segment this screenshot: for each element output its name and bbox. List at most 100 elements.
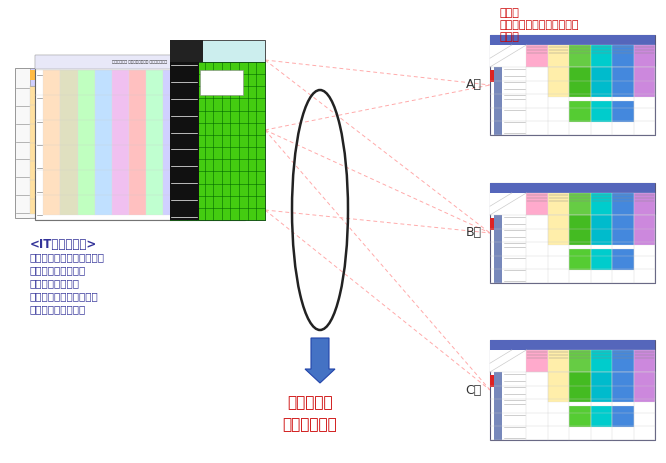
Bar (633, 45, 655, 67)
Bar (612, 350, 633, 372)
Bar (494, 67, 502, 97)
Bar (633, 67, 655, 97)
Bar (569, 350, 591, 372)
Bar (95, 70, 112, 215)
Text: ・スキルディクショナリ: ・スキルディクショナリ (30, 291, 99, 301)
Text: 参照モデル
適用の考え方: 参照モデル 適用の考え方 (282, 395, 338, 432)
Bar (43, 70, 61, 215)
Bar (165, 86, 178, 214)
Bar (612, 406, 633, 427)
Bar (61, 70, 77, 215)
Bar (633, 372, 655, 402)
Bar (91, 70, 117, 80)
Bar (612, 67, 633, 97)
Bar (200, 70, 243, 95)
Bar (526, 350, 547, 372)
Polygon shape (490, 193, 526, 215)
Text: ・研修ロードマップ: ・研修ロードマップ (30, 304, 87, 314)
Bar (490, 340, 655, 350)
Bar (526, 193, 547, 215)
Bar (612, 45, 633, 67)
Bar (494, 372, 502, 402)
Bar (547, 193, 569, 215)
Bar (170, 62, 265, 220)
Bar (122, 70, 148, 80)
Bar (494, 402, 502, 440)
Bar (569, 193, 591, 215)
Bar (490, 35, 655, 45)
Bar (494, 97, 502, 135)
Bar (178, 86, 192, 214)
Bar (61, 70, 87, 80)
Bar (35, 55, 245, 220)
Bar (146, 70, 163, 215)
Bar (569, 249, 591, 270)
Bar (569, 215, 591, 245)
Bar (111, 86, 125, 214)
Bar (170, 62, 198, 220)
Bar (151, 86, 165, 214)
Bar (138, 86, 151, 214)
Bar (490, 340, 655, 440)
Bar (569, 101, 591, 122)
Text: B社: B社 (466, 226, 482, 239)
Bar (547, 350, 569, 372)
Bar (71, 86, 84, 214)
Bar (170, 40, 265, 62)
Polygon shape (490, 45, 526, 67)
Bar (591, 372, 612, 402)
Bar (490, 183, 655, 193)
Bar (43, 86, 57, 214)
Text: ・達成度指標定義: ・達成度指標定義 (30, 278, 80, 288)
Text: キャリアフレームワーク、: キャリアフレームワーク、 (500, 20, 579, 30)
Bar (591, 67, 612, 97)
Text: <ITスキル標準>: <ITスキル標準> (30, 238, 97, 251)
Bar (490, 183, 655, 283)
Text: A社: A社 (466, 79, 482, 92)
Bar (84, 86, 97, 214)
Bar (591, 215, 612, 245)
Bar (569, 372, 591, 402)
Bar (569, 406, 591, 427)
Bar (494, 245, 502, 283)
Text: C社: C社 (466, 383, 482, 396)
Bar (192, 86, 205, 214)
Text: スキルマップ スキル熟達度定義 行動特性定義書: スキルマップ スキル熟達度定義 行動特性定義書 (113, 60, 168, 64)
Bar (612, 193, 633, 215)
Bar (35, 55, 245, 69)
Bar (633, 215, 655, 245)
Bar (612, 215, 633, 245)
Bar (15, 68, 205, 218)
Bar (112, 70, 129, 215)
Bar (30, 70, 56, 80)
Bar (547, 67, 569, 97)
Text: ・スキル熟達度定義: ・スキル熟達度定義 (30, 265, 87, 275)
Bar (490, 375, 494, 387)
Bar (591, 350, 612, 372)
Polygon shape (490, 350, 526, 372)
Bar (30, 86, 43, 214)
Bar (170, 40, 203, 62)
Bar (612, 101, 633, 122)
Bar (30, 68, 205, 86)
Bar (57, 86, 71, 214)
Bar (163, 70, 180, 215)
Bar (591, 101, 612, 122)
Bar (153, 70, 178, 80)
Bar (569, 45, 591, 67)
Bar (591, 45, 612, 67)
Bar (183, 70, 209, 80)
FancyArrow shape (305, 338, 335, 383)
Bar (612, 249, 633, 270)
Bar (526, 45, 547, 67)
Bar (547, 45, 569, 67)
Bar (125, 86, 138, 214)
Text: 企業用: 企業用 (500, 8, 520, 18)
Bar (490, 70, 494, 82)
Bar (591, 406, 612, 427)
Bar (547, 215, 569, 245)
Bar (97, 86, 111, 214)
Bar (569, 67, 591, 97)
Bar (77, 70, 95, 215)
Bar (591, 193, 612, 215)
